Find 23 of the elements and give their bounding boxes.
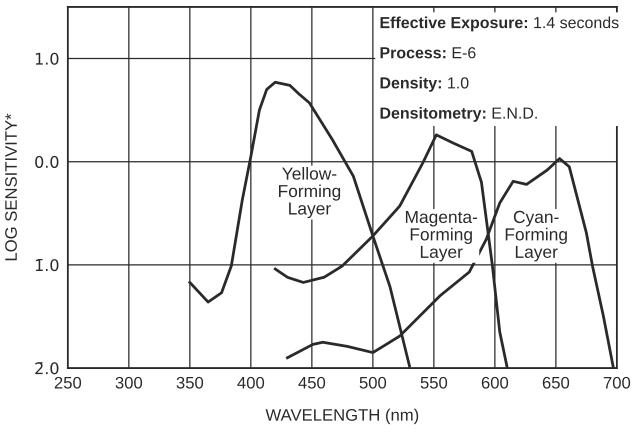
x-tick-label: 250 (54, 376, 82, 389)
y-tick-label: 0.0 (35, 156, 58, 168)
x-tick-label: 400 (237, 376, 264, 389)
y-tick-label: 2̄.0 (35, 362, 58, 374)
x-tick-label: 650 (542, 376, 570, 389)
y-tick-label: 1̄.0 (36, 259, 58, 272)
x-tick-label: 350 (176, 376, 204, 389)
x-axis-title: WAVELENGTH (nm) (266, 408, 418, 424)
x-tick-label: 600 (482, 376, 508, 389)
annotation: Magenta- Forming Layer (406, 210, 478, 262)
annotation: Cyan- Forming Layer (506, 210, 567, 262)
x-tick-label: 500 (360, 376, 386, 389)
x-tick-label: 700 (604, 376, 630, 389)
x-tick-label: 300 (116, 376, 142, 389)
annotation: Yellow- Forming Layer (279, 167, 340, 218)
x-tick-label: 550 (420, 376, 448, 389)
annotation: Effective Exposure: 1.4 seconds (380, 16, 619, 32)
annotation: Process: E-6 (380, 47, 476, 58)
annotation: Density: 1.0 (380, 76, 468, 92)
annotation: Densitometry: E.N.D. (380, 106, 537, 122)
x-tick-label: 450 (298, 376, 326, 389)
y-tick-label: 1.0 (36, 52, 58, 65)
y-axis-title: LOG SENSITIVITY* (5, 114, 17, 260)
